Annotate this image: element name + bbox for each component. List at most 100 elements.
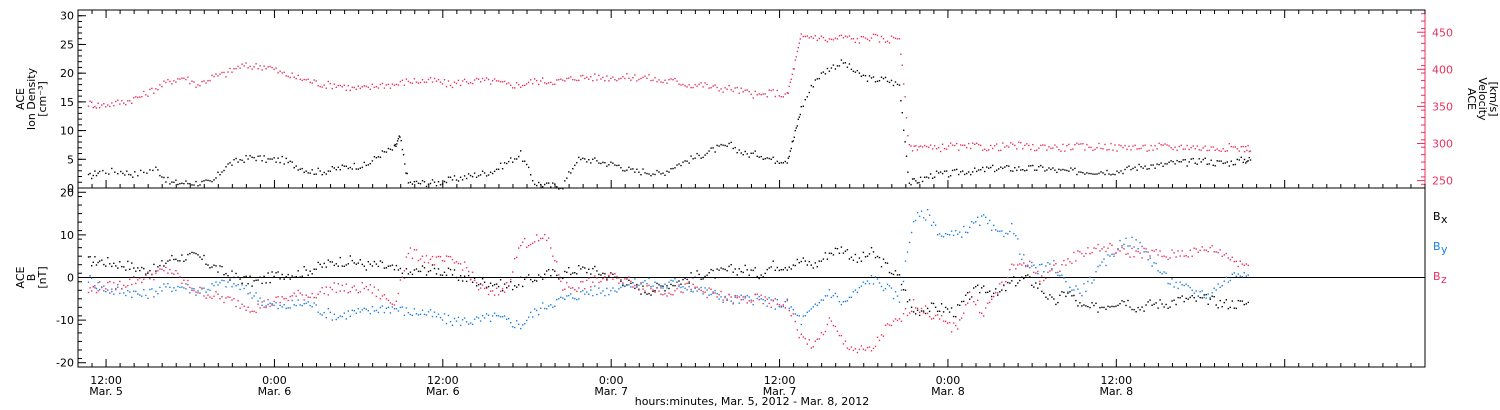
series-1-point bbox=[933, 145, 936, 147]
series-1-point bbox=[956, 142, 958, 145]
series-1-point bbox=[772, 89, 774, 91]
series-0-point bbox=[1245, 303, 1247, 305]
series-0-point bbox=[395, 145, 397, 147]
series-1-point bbox=[672, 280, 674, 282]
series-2-point bbox=[622, 282, 624, 284]
series-2-point bbox=[816, 338, 818, 340]
series-2-point bbox=[592, 281, 594, 283]
series-1-point bbox=[1148, 149, 1150, 152]
series-1-point bbox=[1100, 147, 1102, 150]
series-1-point bbox=[495, 80, 498, 82]
series-2-point bbox=[732, 303, 734, 305]
series-0-point bbox=[712, 269, 714, 272]
series-1-point bbox=[652, 285, 654, 287]
series-2-point bbox=[331, 288, 333, 291]
series-0-point bbox=[768, 157, 770, 160]
series-0-point bbox=[1165, 303, 1167, 306]
series-2-point bbox=[934, 314, 937, 317]
series-1-point bbox=[650, 286, 652, 288]
series-0-point bbox=[431, 264, 434, 266]
series-0-point bbox=[441, 274, 444, 276]
series-1-point bbox=[1046, 149, 1048, 151]
series-2-point bbox=[189, 286, 191, 289]
series-0-point bbox=[153, 263, 155, 266]
series-0-point bbox=[864, 75, 867, 77]
series-0-point bbox=[435, 273, 438, 275]
series-0-point bbox=[901, 112, 903, 114]
series-1-point bbox=[477, 78, 480, 80]
series-2-point bbox=[666, 295, 668, 297]
series-1-point bbox=[275, 67, 277, 69]
series-1-point bbox=[776, 89, 778, 92]
series-1-point bbox=[143, 289, 145, 291]
series-2-point bbox=[898, 318, 901, 320]
series-1-point bbox=[253, 295, 255, 297]
series-1-point bbox=[530, 79, 532, 81]
series-1-point bbox=[97, 281, 99, 284]
series-2-point bbox=[397, 292, 400, 295]
series-1-point bbox=[237, 65, 239, 68]
series-0-point bbox=[1037, 287, 1039, 289]
series-1-point bbox=[984, 148, 986, 150]
series-2-point bbox=[173, 273, 175, 275]
series-1-point bbox=[516, 82, 518, 84]
series-1-point bbox=[814, 303, 816, 305]
series-1-point bbox=[1012, 143, 1014, 145]
series-2-point bbox=[371, 292, 374, 294]
series-1-point bbox=[1139, 241, 1141, 244]
series-1-point bbox=[622, 283, 624, 286]
series-0-point bbox=[826, 258, 829, 260]
series-1-point bbox=[923, 144, 926, 147]
series-1-point bbox=[802, 35, 804, 38]
series-1-point bbox=[181, 77, 183, 79]
series-1-point bbox=[225, 286, 227, 288]
series-2-point bbox=[738, 296, 740, 298]
series-2-point bbox=[359, 291, 361, 293]
series-2-point bbox=[728, 293, 730, 296]
series-1-point bbox=[870, 275, 873, 277]
series-0-point bbox=[516, 158, 518, 160]
series-0-point bbox=[666, 285, 668, 287]
series-0-point bbox=[1169, 306, 1171, 308]
series-2-point bbox=[117, 284, 119, 286]
series-1-point bbox=[1052, 147, 1054, 149]
series-1-point bbox=[804, 315, 806, 317]
series-0-point bbox=[945, 170, 948, 172]
series-0-point bbox=[155, 166, 157, 168]
series-0-point bbox=[1030, 165, 1032, 167]
series-1-point bbox=[584, 293, 586, 295]
series-1-point bbox=[399, 80, 402, 83]
series-1-point bbox=[135, 96, 137, 98]
series-1-point bbox=[630, 79, 632, 81]
series-2-point bbox=[1201, 246, 1203, 248]
series-1-point bbox=[123, 292, 125, 294]
series-1-point bbox=[389, 312, 392, 314]
series-0-point bbox=[405, 172, 407, 174]
series-2-point bbox=[503, 291, 506, 293]
series-1-point bbox=[824, 39, 827, 42]
series-2-point bbox=[930, 318, 933, 320]
series-1-point bbox=[443, 313, 446, 315]
series-1-point bbox=[487, 78, 490, 81]
series-0-point bbox=[211, 180, 213, 183]
series-0-point bbox=[1058, 168, 1060, 170]
series-1-point bbox=[1039, 264, 1041, 266]
series-0-point bbox=[329, 261, 331, 263]
series-0-point bbox=[634, 287, 636, 290]
series-0-point bbox=[622, 169, 624, 172]
series-1-point bbox=[918, 146, 920, 148]
series-2-point bbox=[676, 287, 678, 290]
series-1-point bbox=[508, 317, 510, 320]
series-0-point bbox=[339, 169, 341, 171]
series-1-point bbox=[1095, 271, 1097, 273]
series-0-point bbox=[103, 263, 105, 266]
series-2-point bbox=[1247, 264, 1249, 267]
series-1-point bbox=[1056, 146, 1058, 148]
series-2-point bbox=[1031, 265, 1033, 267]
series-0-point bbox=[935, 170, 938, 172]
series-0-point bbox=[810, 264, 812, 266]
series-1-point bbox=[1171, 278, 1173, 280]
series-0-point bbox=[564, 180, 566, 182]
series-2-point bbox=[345, 283, 347, 285]
series-1-point bbox=[708, 294, 710, 296]
